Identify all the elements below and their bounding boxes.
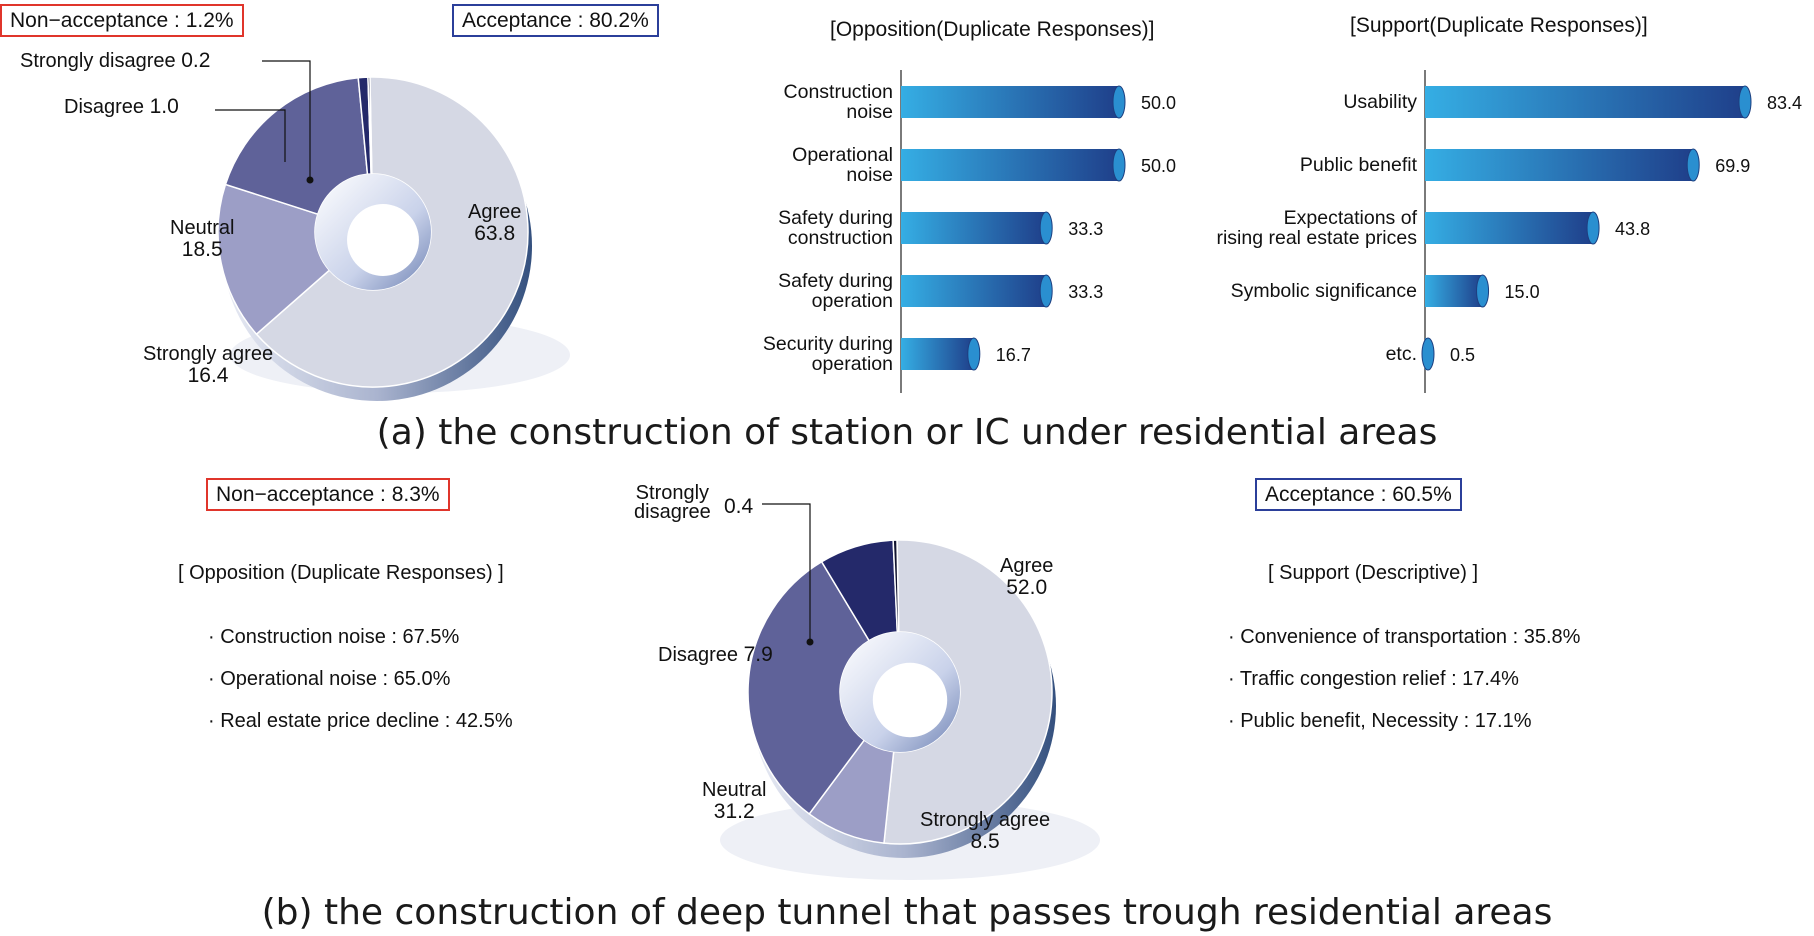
label-strongly-agree-b: Strongly agree 8.5	[920, 809, 1051, 853]
opposition-bar-safety-during-construction	[901, 212, 1047, 244]
support-category-label: Expectations of	[1284, 207, 1418, 229]
support-category-label: Symbolic significance	[1231, 280, 1417, 302]
opposition-category-label: noise	[846, 101, 893, 123]
support-category-label: rising real estate prices	[1216, 227, 1417, 249]
opposition-item: · Construction noise : 67.5%	[208, 626, 460, 648]
leader-line	[215, 109, 286, 162]
opposition-bar-cap	[1112, 148, 1126, 182]
support-bar-cap	[1476, 274, 1490, 308]
support-bar-chart: 83.4 Usability 69.9 Public benefit 43.8 Expec…	[1216, 70, 1802, 393]
label-neutral-b: Neutral 31.2	[702, 779, 767, 823]
opposition-title-b: [ Opposition (Duplicate Responses) ]	[178, 562, 504, 584]
leader-line	[262, 60, 311, 178]
support-category-label: Usability	[1343, 91, 1417, 113]
donut-hole-inner	[872, 662, 948, 738]
opposition-category-label: Operational	[792, 144, 893, 166]
label-strongly-disagree-val-b: 0.4	[724, 495, 754, 518]
caption-b: (b) the construction of deep tunnel that…	[261, 892, 1553, 933]
support-item: · Public benefit, Necessity : 17.1%	[1228, 710, 1532, 732]
leader-dot	[806, 638, 814, 646]
opposition-category-label: Safety during	[778, 207, 893, 229]
opposition-category-label: Safety during	[778, 270, 893, 292]
opposition-item: · Operational noise : 65.0%	[208, 668, 451, 690]
opposition-value-label: 16.7	[996, 345, 1031, 365]
opposition-category-label: construction	[788, 227, 893, 249]
support-value-label: 15.0	[1505, 282, 1540, 302]
acceptance-box-a: Acceptance : 80.2%	[452, 4, 659, 38]
donut-chart-b	[720, 503, 1100, 880]
support-item: · Traffic congestion relief : 17.4%	[1228, 668, 1519, 690]
support-bar-cap	[1686, 148, 1700, 182]
opposition-category-label: operation	[812, 290, 893, 312]
label-disagree-a: Disagree 1.0	[64, 95, 179, 118]
opposition-bar-safety-during-operation	[901, 275, 1047, 307]
donut-hole-inner	[347, 204, 419, 276]
opposition-bar-chart: 50.0Constructionnoise50.0Operationalnois…	[763, 70, 1176, 393]
opposition-bar-cap	[1039, 211, 1053, 245]
support-item: · Convenience of transportation : 35.8%	[1228, 626, 1581, 648]
opposition-value-label: 50.0	[1141, 93, 1176, 113]
support-bar-cap	[1421, 337, 1435, 371]
label-disagree-b: Disagree 7.9	[658, 643, 773, 666]
support-bar-expectations-of-rising-real-estate-prices	[1425, 212, 1594, 244]
opposition-category-label: noise	[846, 164, 893, 186]
support-title-b: [ Support (Descriptive) ]	[1268, 562, 1479, 584]
support-category-label: Public benefit	[1300, 154, 1418, 176]
support-value-label: 83.4	[1767, 93, 1802, 113]
opposition-value-label: 33.3	[1068, 282, 1103, 302]
opposition-value-label: 50.0	[1141, 156, 1176, 176]
label-strongly-agree-a: Strongly agree 16.4	[143, 343, 274, 387]
opposition-title-a: [Opposition(Duplicate Responses)]	[830, 18, 1155, 41]
support-bar-symbolic-significance	[1425, 275, 1483, 307]
opposition-category-label: Security during	[763, 333, 893, 355]
opposition-bar-cap	[967, 337, 981, 371]
support-category-label: etc.	[1386, 343, 1417, 365]
opposition-category-label: Construction	[784, 81, 893, 103]
opposition-value-label: 33.3	[1068, 219, 1103, 239]
opposition-bar-construction-noise	[901, 86, 1119, 118]
label-agree-b: Agree 52.0	[1000, 555, 1054, 599]
support-bar-usability	[1425, 86, 1745, 118]
donut-chart-a	[215, 60, 570, 401]
support-value-label: 69.9	[1715, 156, 1750, 176]
opposition-bar-security-during-operation	[901, 338, 974, 370]
support-title-a: [Support(Duplicate Responses)]	[1350, 14, 1648, 37]
caption-a: (a) the construction of station or IC un…	[376, 412, 1438, 453]
label-agree-a: Agree 63.8	[468, 201, 522, 245]
support-bar-cap	[1586, 211, 1600, 245]
acceptance-box-b: Acceptance : 60.5%	[1255, 478, 1462, 512]
label-strongly-disagree-a: Strongly disagree 0.2	[20, 49, 211, 72]
nonacceptance-box-a: Non−acceptance : 1.2%	[0, 4, 244, 38]
opposition-bar-cap	[1039, 274, 1053, 308]
opposition-category-label: operation	[812, 353, 893, 375]
nonacceptance-box-b: Non−acceptance : 8.3%	[206, 478, 450, 512]
label-neutral-a: Neutral 18.5	[170, 217, 235, 261]
support-value-label: 0.5	[1450, 345, 1475, 365]
leader-dot	[306, 176, 314, 184]
leader-line	[762, 503, 811, 640]
support-bar-cap	[1738, 85, 1752, 119]
label-strongly-disagree-b: Strongly disagree	[634, 482, 711, 523]
support-value-label: 43.8	[1615, 219, 1650, 239]
opposition-bar-cap	[1112, 85, 1126, 119]
opposition-item: · Real estate price decline : 42.5%	[208, 710, 513, 732]
opposition-bar-operational-noise	[901, 149, 1119, 181]
support-bar-public-benefit	[1425, 149, 1694, 181]
